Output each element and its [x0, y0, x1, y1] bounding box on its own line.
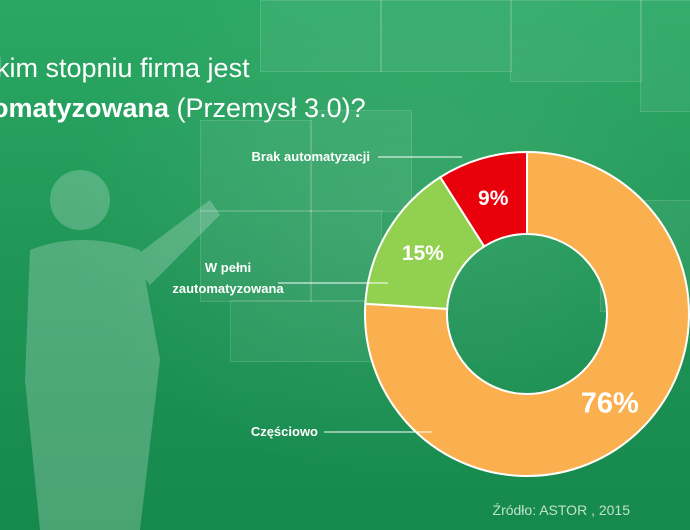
chart-title: kim stopniu firma jest omatyzowana (Prze… [0, 48, 440, 128]
slice-value-label-2: 76% [581, 387, 639, 419]
title-bold-word: omatyzowana [0, 93, 170, 123]
title-line-2: omatyzowana (Przemysł 3.0)? [0, 88, 440, 128]
slice-value-label-0: 9% [478, 187, 509, 210]
source-note: Źródło: ASTOR , 2015 [492, 502, 630, 518]
slice-value-label-1: 15% [402, 242, 444, 265]
title-suffix: (Przemysł 3.0)? [169, 93, 366, 123]
title-line-1: kim stopniu firma jest [0, 53, 250, 83]
slice-category-label-1: W pełni zautomatyzowana [172, 260, 284, 296]
slice-2 [364, 150, 690, 477]
person-silhouette [25, 170, 220, 530]
slice-category-label-2: Częściowo [251, 424, 318, 439]
slice-category-label-0: Brak automatyzacji [252, 149, 371, 164]
